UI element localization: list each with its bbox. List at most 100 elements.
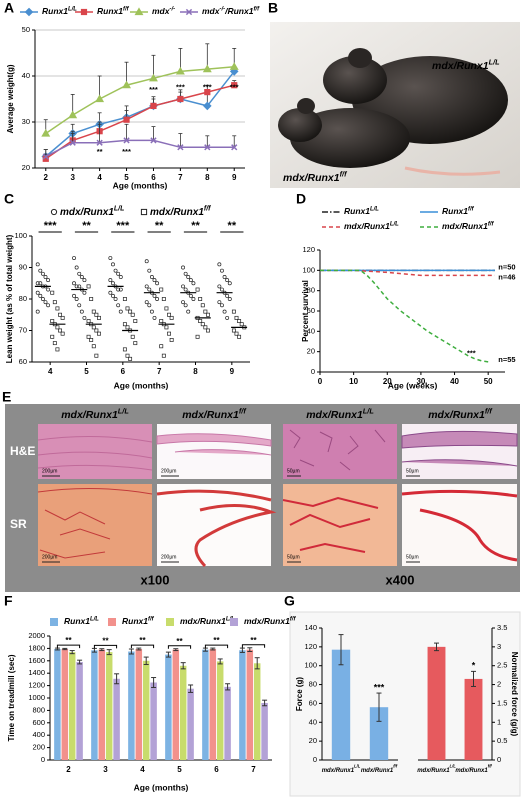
legend-label-sup: f/f — [488, 221, 495, 227]
bar — [128, 651, 135, 760]
series-line — [320, 269, 495, 277]
annotation: ** — [97, 147, 103, 156]
bar — [427, 646, 446, 760]
marker — [72, 256, 76, 260]
significance-bracket — [93, 644, 118, 649]
y-tick-label: 0 — [497, 755, 501, 764]
legend-label-sup: f/f — [123, 6, 130, 12]
bar — [76, 662, 83, 760]
marker — [159, 319, 164, 324]
annotation: *** — [149, 85, 158, 94]
legend-label-sup: f/f — [290, 616, 297, 622]
legend-label: Runx1L/L — [344, 206, 379, 216]
x-tick-label: 7 — [157, 367, 162, 376]
legend-label-part: Runx1 — [64, 616, 90, 626]
marker — [108, 290, 113, 295]
y-tick-label: 3.5 — [497, 623, 507, 632]
legend-label: mdx-/- — [152, 6, 175, 16]
marker — [155, 281, 160, 286]
marker — [40, 297, 45, 301]
marker — [108, 256, 113, 260]
x-tick-label: 40 — [450, 377, 459, 386]
marker — [150, 102, 157, 110]
marker — [118, 275, 123, 279]
legend-marker — [80, 8, 88, 16]
marker — [123, 137, 130, 144]
bar — [105, 652, 113, 760]
marker — [35, 290, 40, 295]
row-label: H&E — [10, 444, 35, 458]
legend-label: mdx/Runx1f/f — [150, 205, 211, 217]
photo-label-sup: f/f — [340, 169, 348, 178]
marker — [195, 334, 200, 339]
legend-label-sup: L/L — [68, 6, 77, 12]
bar — [209, 649, 217, 760]
x-axis-label: Age (months) — [114, 380, 169, 390]
bar — [150, 682, 157, 760]
y-tick-label: 40 — [22, 71, 30, 80]
y-tick-label: 1400 — [28, 668, 45, 677]
tissue-image — [157, 484, 271, 566]
annotation: n=50 — [498, 262, 515, 271]
x-tick-label: 9 — [230, 367, 235, 376]
marker — [234, 315, 239, 320]
y-tick-label: 80 — [19, 294, 27, 303]
x-tick-label: 6 — [151, 173, 156, 182]
column-header: mdx/Runx1L/L — [306, 406, 374, 420]
y-tick-label: 20 — [307, 347, 315, 356]
marker — [217, 300, 222, 305]
marker — [152, 278, 157, 283]
marker — [169, 338, 174, 342]
x-tick-label: 5 — [124, 173, 129, 182]
marker — [186, 309, 191, 314]
significance: ** — [65, 636, 72, 645]
marker — [203, 309, 208, 314]
marker — [167, 331, 171, 336]
x-tick-label: 4 — [140, 765, 145, 774]
x-tick-label: mdx/Runx1L/L — [417, 764, 456, 774]
marker — [188, 278, 193, 283]
marker — [128, 356, 133, 361]
x-axis-label: Age (months) — [113, 180, 168, 190]
marker — [46, 278, 51, 283]
x-tick-label: mdx/Runx1f/f — [455, 764, 492, 774]
x-tick-label-part: mdx/Runx1 — [455, 768, 488, 774]
column-header: mdx/Runx1L/L — [61, 406, 129, 420]
bar — [142, 660, 150, 760]
marker — [239, 322, 244, 327]
x-tick-label: 4 — [97, 173, 102, 182]
legend-label-sup: L/L — [90, 616, 99, 622]
marker — [60, 315, 65, 320]
marker — [118, 287, 123, 292]
marker — [183, 287, 188, 292]
column-header: mdx/Runx1f/f — [428, 406, 493, 420]
row-label: SR — [10, 517, 27, 531]
marker — [130, 312, 135, 317]
legend-label: Runx1f/f — [97, 6, 130, 16]
marker — [97, 315, 101, 320]
x-tick-label: mdx/Runx1L/L — [322, 764, 361, 774]
marker — [203, 101, 212, 111]
legend-label-part: mdx/Runx1 — [60, 207, 114, 218]
marker — [116, 271, 121, 276]
column-header-sup: f/f — [239, 406, 247, 415]
marker — [50, 208, 58, 216]
legend-swatch — [166, 618, 174, 626]
tissue-image — [38, 484, 152, 566]
y-tick-label: 1600 — [28, 656, 45, 665]
significance: *** — [44, 220, 58, 232]
marker — [41, 128, 51, 137]
mouse-tail — [404, 166, 501, 176]
bar — [61, 649, 69, 760]
y-tick-label: 1 — [497, 717, 501, 726]
x-tick-label: 2 — [66, 765, 71, 774]
marker — [225, 293, 230, 298]
y-tick-label: 0 — [41, 755, 45, 764]
bar — [172, 649, 180, 760]
marker — [188, 293, 193, 298]
y-tick-label: 200 — [32, 743, 45, 752]
y-tick-label: 1000 — [28, 693, 45, 702]
scale-bar-label: 50µm — [406, 468, 419, 474]
mouse-photo — [270, 22, 520, 188]
series-line — [320, 269, 489, 363]
